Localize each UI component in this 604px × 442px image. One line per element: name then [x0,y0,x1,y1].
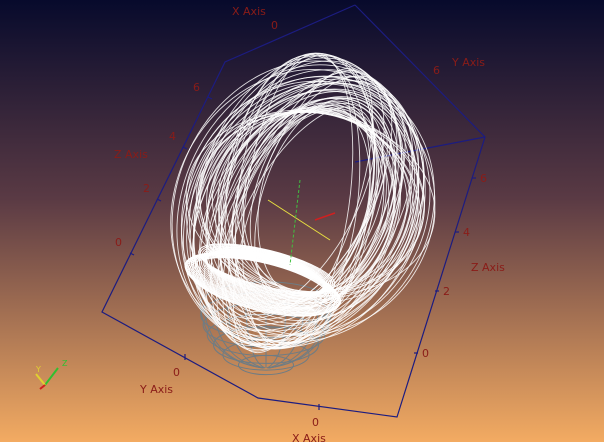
glyph [267,199,331,241]
streamline [235,53,361,346]
tick-label: 0 [115,236,122,249]
streamline [204,250,326,301]
streamline [199,250,330,304]
tick [182,146,188,150]
glyph [314,212,336,221]
sphere-meridian [245,304,266,369]
streamline [202,250,327,302]
glyphs [267,179,336,266]
streamline [201,250,329,303]
tick-label: 0 [173,366,180,379]
tick [156,198,162,202]
tick-label: 6 [433,64,440,77]
axis-title: Y Axis [139,383,173,396]
streamline [242,52,354,348]
tick-label: 4 [463,226,470,239]
orientation-label: Y [35,365,41,374]
streamline [198,243,336,293]
streamline [218,52,377,349]
streamline [206,249,325,299]
streamline [186,83,411,332]
tick-label: 6 [193,81,200,94]
streamline [210,71,398,351]
streamline [205,249,325,300]
streamline [192,82,405,332]
streamline [187,256,337,317]
axis-title: X Axis [232,5,266,18]
streamline [181,75,416,338]
streamline [199,244,334,294]
axis-title: Z Axis [471,261,505,274]
tick-label: 0 [422,347,429,360]
streamline [190,251,337,308]
streamlines [170,52,436,354]
tick-label: 0 [312,416,319,429]
tick-label: 0 [271,19,278,32]
streamline [184,254,341,315]
streamline [194,251,334,306]
tick-label: 4 [169,130,176,143]
streamline [185,255,340,315]
glyph [289,179,301,266]
axis-title: X Axis [292,432,326,442]
streamline [198,91,399,325]
orientation-axis [39,384,46,390]
streamline [188,257,336,317]
axis-title: Y Axis [451,56,485,69]
streamline [228,106,375,312]
axis-title: Z Axis [114,148,148,161]
streamline [186,255,339,316]
tick [129,252,135,256]
streamline [224,54,371,344]
tick-label: 6 [480,172,487,185]
orientation-axis [35,373,46,386]
tick-label: 2 [143,182,150,195]
orientation-axis [44,367,59,386]
orientation-label: Z [62,359,68,368]
tick-label: 2 [443,285,450,298]
orientation-axes: Y Z [35,359,68,390]
sphere-meridian [202,304,263,369]
tick [207,96,213,100]
